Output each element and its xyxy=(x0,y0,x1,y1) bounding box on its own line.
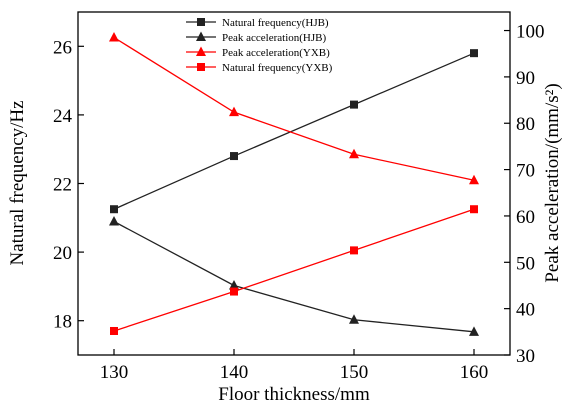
y-right-tick-label: 30 xyxy=(516,346,535,367)
series-line-4 xyxy=(113,208,475,332)
y-right-tick-label: 60 xyxy=(516,207,535,228)
data-point-series-4 xyxy=(350,246,358,255)
legend-entry-label: Natural frequency(YXB) xyxy=(222,62,333,74)
y-right-tick-label: 90 xyxy=(516,68,535,89)
data-point-series-4 xyxy=(230,287,238,296)
legend-swatch-marker xyxy=(196,31,206,41)
series-layer xyxy=(109,31,479,336)
data-point-series-2 xyxy=(229,279,239,290)
series-line-3 xyxy=(113,36,475,181)
y-left-tick-label: 22 xyxy=(53,175,72,196)
legend-entry-label: Natural frequency(HJB) xyxy=(222,17,329,29)
ticks-layer: 130 140 150 160 18 20 22 24 26 30 40 50 60 70 80 90 100 xyxy=(53,22,545,383)
legend-entry-label: Peak acceleration(YXB) xyxy=(222,47,330,59)
legend-swatch-marker xyxy=(196,46,206,56)
y-right-tick-label: 100 xyxy=(516,22,545,43)
x-tick-label: 130 xyxy=(100,362,129,383)
data-point-series-1 xyxy=(110,205,118,214)
y-right-tick-label: 70 xyxy=(516,161,535,182)
legend-swatch-marker xyxy=(197,18,205,26)
series-line-1 xyxy=(113,52,475,210)
legend-entry-label: Peak acceleration(HJB) xyxy=(222,32,326,44)
data-point-series-1 xyxy=(230,152,238,161)
data-point-series-3 xyxy=(469,174,479,185)
y-left-tick-label: 26 xyxy=(53,37,72,58)
data-point-series-3 xyxy=(229,106,239,117)
x-tick-label: 150 xyxy=(340,362,369,383)
data-point-series-1 xyxy=(350,100,358,109)
y-right-tick-label: 80 xyxy=(516,114,535,135)
data-point-series-3 xyxy=(349,148,359,159)
y-axis-right-label: Peak acceleration/(mm/s²) xyxy=(542,83,563,282)
data-point-series-1 xyxy=(470,49,478,58)
data-point-series-2 xyxy=(349,314,359,324)
x-tick-label: 160 xyxy=(460,362,489,383)
x-tick-label: 140 xyxy=(220,362,249,383)
legend-swatch-marker xyxy=(197,63,205,71)
data-point-series-3 xyxy=(109,31,119,42)
data-point-series-2 xyxy=(469,326,479,336)
y-left-tick-label: 24 xyxy=(53,106,73,127)
y-left-tick-label: 18 xyxy=(53,312,72,333)
y-left-tick-label: 20 xyxy=(53,243,72,264)
y-right-tick-label: 50 xyxy=(516,253,535,274)
data-point-series-2 xyxy=(109,216,119,226)
series-line-2 xyxy=(113,220,475,333)
data-point-series-4 xyxy=(470,205,478,214)
x-axis-label: Floor thickness/mm xyxy=(218,384,370,405)
legend: Natural frequency(HJB) Peak acceleration(… xyxy=(186,17,333,74)
y-right-tick-label: 40 xyxy=(516,300,535,321)
y-axis-left-label: Natural frequency/Hz xyxy=(7,100,28,265)
data-point-series-4 xyxy=(110,326,118,335)
